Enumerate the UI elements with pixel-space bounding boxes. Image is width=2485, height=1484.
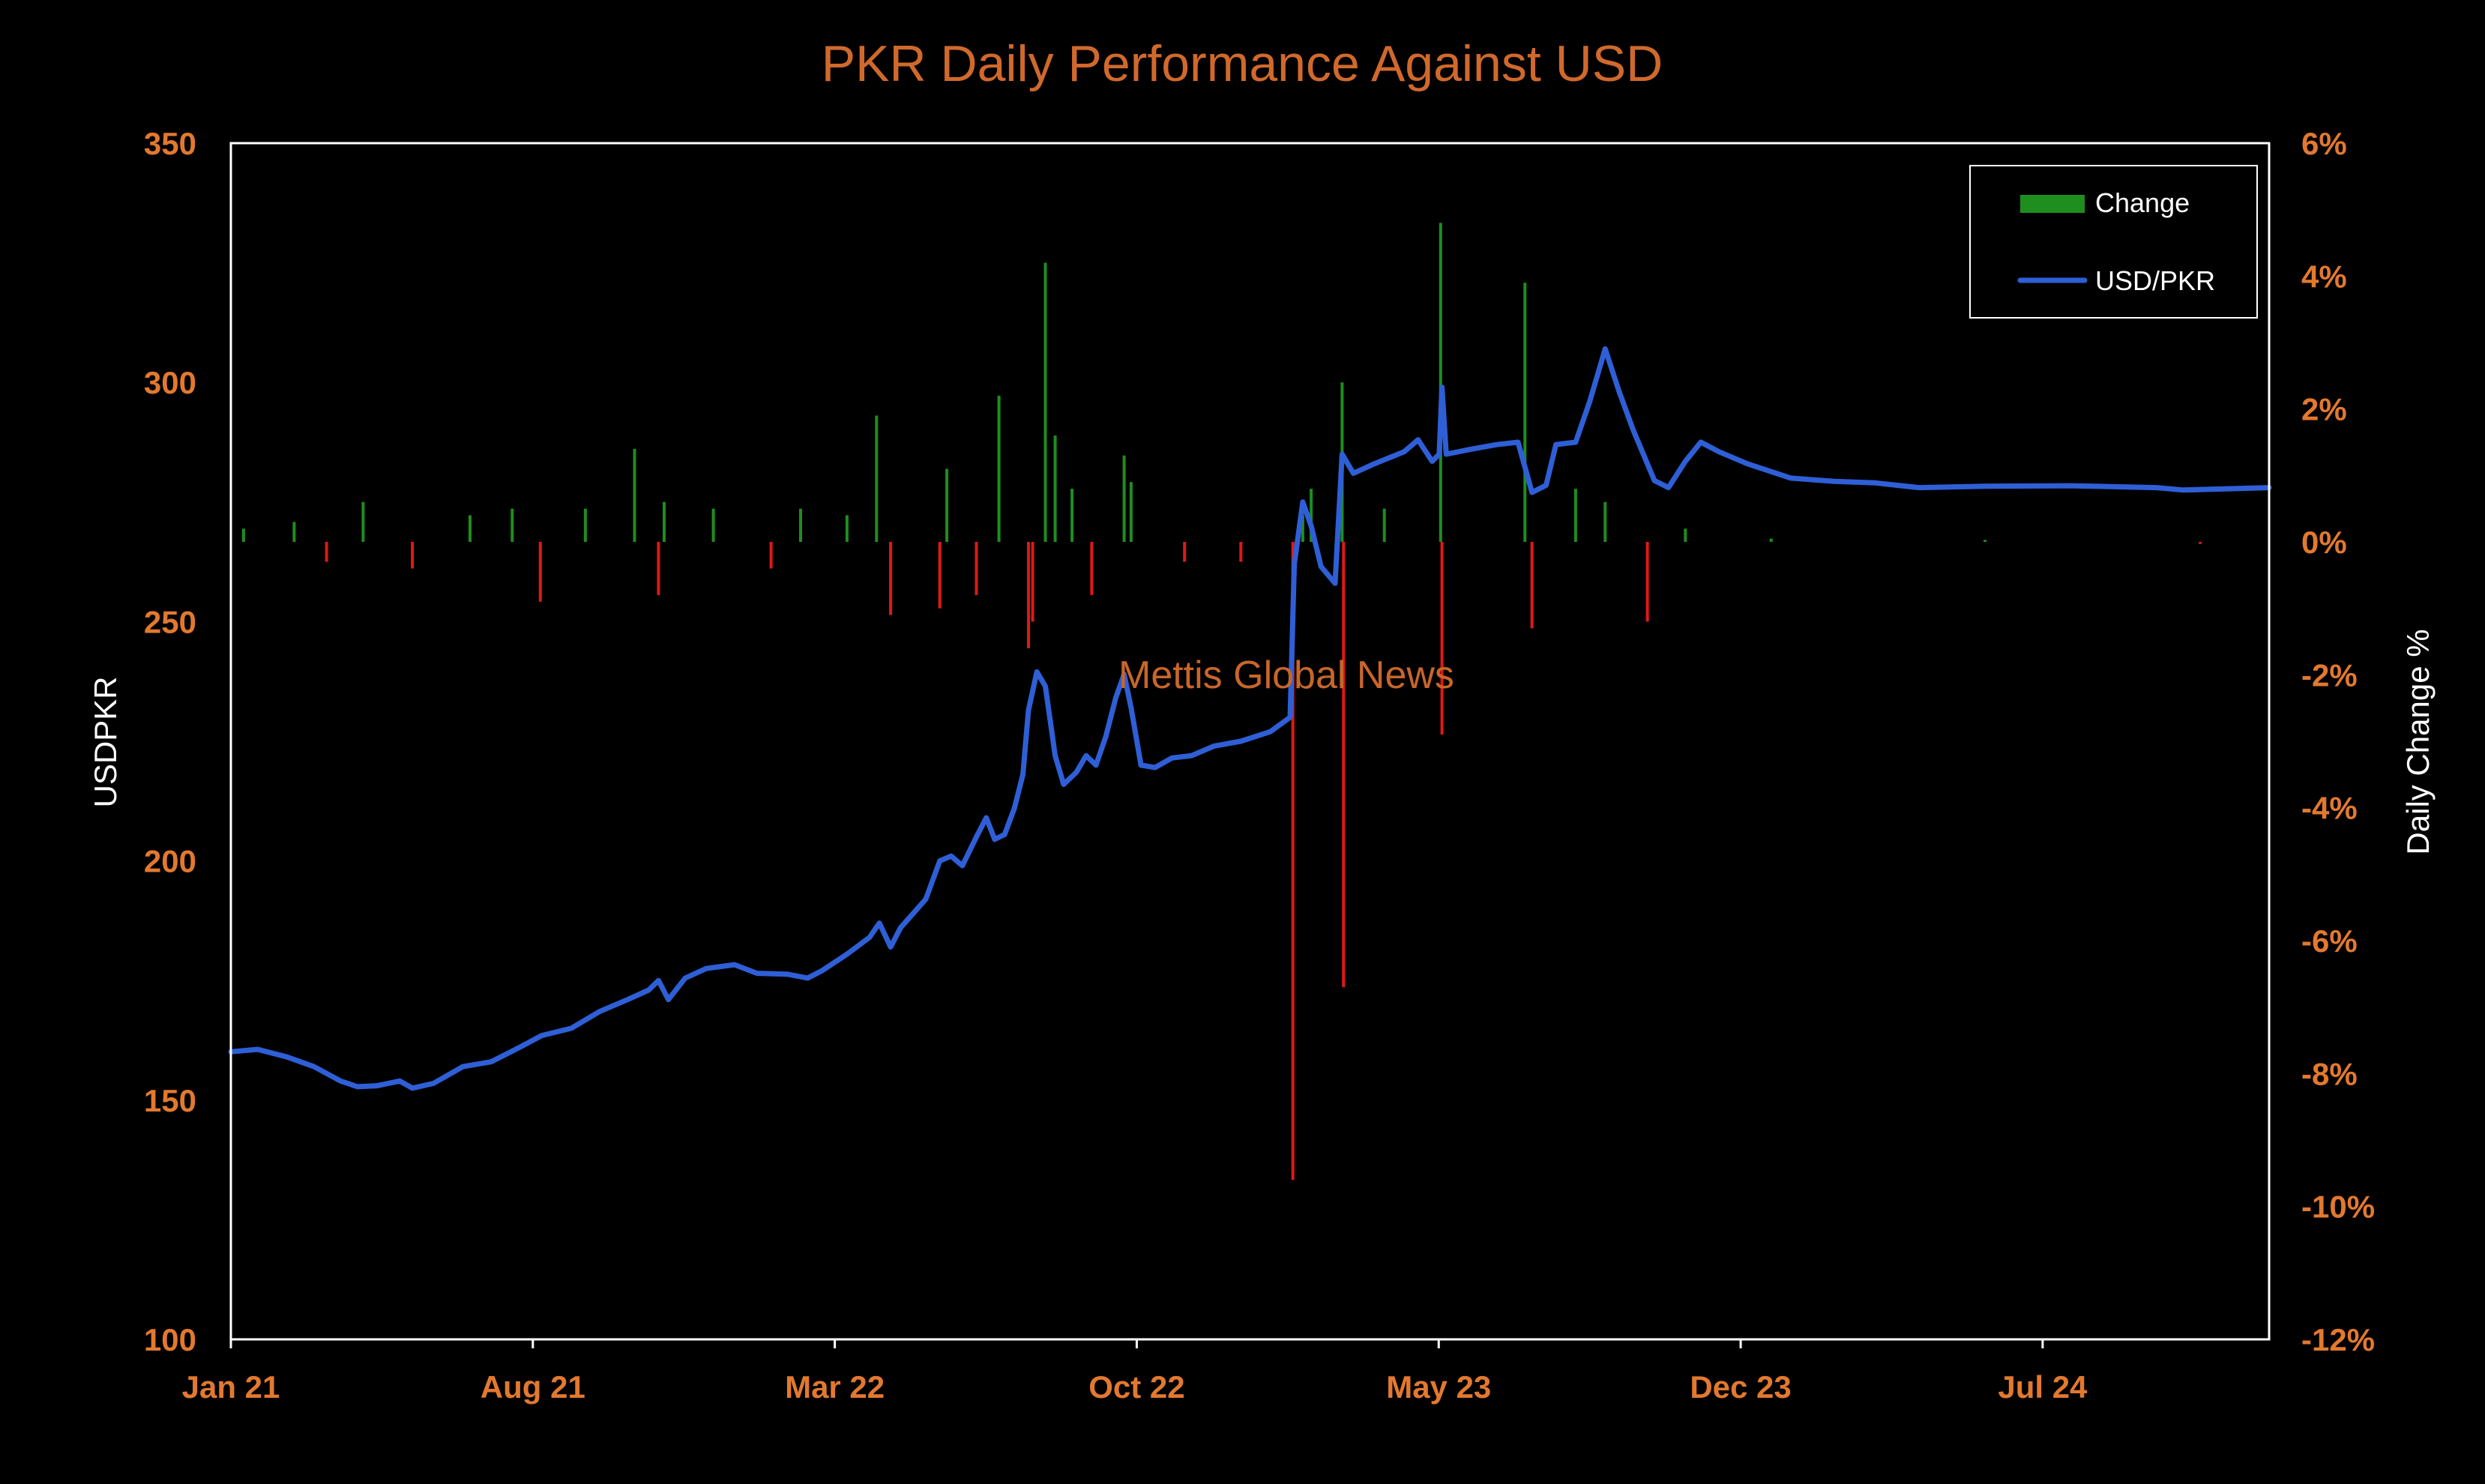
x-tick-label: Jan 21	[182, 1369, 280, 1405]
change-bar-20	[975, 542, 978, 595]
change-bar-6	[510, 508, 514, 542]
y-right-tick-label: -8%	[2301, 1056, 2358, 1091]
change-bar-24	[1043, 262, 1047, 542]
change-bar-23	[1031, 542, 1034, 622]
change-bar-31	[1239, 542, 1243, 562]
change-bar-22	[1027, 542, 1030, 648]
legend: Change USD/PKR	[1969, 165, 2258, 319]
change-bar-29	[1129, 482, 1133, 542]
change-bar-36	[1342, 542, 1346, 988]
change-bar-43	[1603, 501, 1607, 542]
change-bar-28	[1122, 455, 1126, 542]
change-bar-21	[997, 395, 1001, 542]
change-bar-5	[469, 515, 472, 542]
y-right-tick-label: 6%	[2301, 126, 2347, 161]
watermark: Mettis Global News	[1118, 654, 1454, 697]
y-left-tick-label: 300	[144, 365, 196, 400]
change-bar-12	[711, 508, 715, 542]
x-tick-label: Jul 24	[1998, 1369, 2088, 1405]
change-bars	[241, 223, 2202, 1180]
y-right-ticks: 6% 4% 2% 0% -2% -4% -6% -8% -10% -12%	[2301, 126, 2375, 1357]
change-bar-9	[633, 448, 636, 542]
change-bar-18	[938, 542, 942, 609]
change-bar-1	[292, 522, 296, 542]
change-bar-46	[1769, 538, 1773, 542]
y-right-tick-label: 0%	[2301, 525, 2347, 560]
y-right-axis-label: Daily Change %	[2400, 629, 2436, 854]
change-bar-16	[875, 415, 879, 542]
change-bar-34	[1310, 489, 1313, 542]
change-bar-13	[769, 542, 773, 569]
change-bar-32	[1291, 542, 1295, 1180]
y-left-tick-label: 350	[144, 126, 196, 161]
change-bar-48	[2199, 542, 2202, 544]
y-right-tick-label: -6%	[2301, 923, 2358, 959]
x-tick-label: Mar 22	[785, 1369, 885, 1405]
plot-area-frame	[229, 142, 2271, 1341]
y-right-tick-label: -4%	[2301, 791, 2358, 826]
y-right-tick-label: -10%	[2301, 1189, 2375, 1225]
usdpkr-line	[228, 346, 2272, 1091]
change-bar-14	[799, 508, 802, 542]
change-bar-47	[1984, 540, 1987, 542]
x-tick-label: Oct 22	[1088, 1369, 1184, 1405]
y-right-tick-label: -12%	[2301, 1322, 2375, 1357]
change-bar-39	[1440, 542, 1444, 735]
x-tick-label: Aug 21	[481, 1369, 585, 1405]
change-bar-26	[1070, 489, 1074, 542]
change-bar-2	[325, 542, 328, 562]
y-right-tick-label: 2%	[2301, 392, 2347, 427]
change-bar-15	[845, 515, 849, 542]
change-bar-40	[1523, 283, 1527, 542]
change-bar-41	[1530, 542, 1534, 629]
change-bar-38	[1439, 223, 1442, 542]
y-left-tick-label: 150	[144, 1083, 196, 1118]
change-bar-17	[889, 542, 893, 615]
change-bar-44	[1645, 542, 1649, 622]
legend-swatch-change	[2020, 195, 2085, 213]
change-bar-25	[1053, 435, 1057, 542]
change-bar-45	[1684, 528, 1687, 542]
x-tick-label: May 23	[1386, 1369, 1491, 1405]
change-bar-33	[1301, 515, 1304, 542]
y-left-axis-label: USDPKR	[88, 676, 123, 807]
change-bar-37	[1382, 508, 1386, 542]
change-bar-11	[663, 501, 666, 542]
y-right-tick-label: -2%	[2301, 657, 2358, 693]
y-left-tick-label: 100	[144, 1322, 196, 1357]
change-bar-4	[411, 542, 415, 569]
y-left-tick-label: 200	[144, 844, 196, 879]
y-left-ticks: 350 300 250 200 150 100	[144, 126, 196, 1357]
legend-box	[1969, 165, 2258, 319]
change-bar-19	[945, 468, 949, 542]
x-tick-label: Dec 23	[1690, 1369, 1791, 1405]
change-bar-30	[1183, 542, 1187, 562]
change-bar-7	[538, 542, 542, 602]
change-bar-27	[1090, 542, 1094, 595]
y-right-tick-label: 4%	[2301, 259, 2347, 294]
chart-title: PKR Daily Performance Against USD	[822, 35, 1663, 92]
x-ticks: Jan 21 Aug 21 Mar 22 Oct 22 May 23 Dec 23 Jul …	[182, 1339, 2088, 1405]
y-left-tick-label: 250	[144, 604, 196, 639]
change-bar-3	[361, 501, 365, 542]
change-bar-8	[583, 508, 587, 542]
legend-label-usdpkr: USD/PKR	[2095, 265, 2215, 296]
legend-label-change: Change	[2095, 187, 2190, 218]
change-bar-42	[1573, 489, 1577, 542]
change-bar-0	[241, 528, 245, 542]
change-bar-10	[657, 542, 660, 595]
